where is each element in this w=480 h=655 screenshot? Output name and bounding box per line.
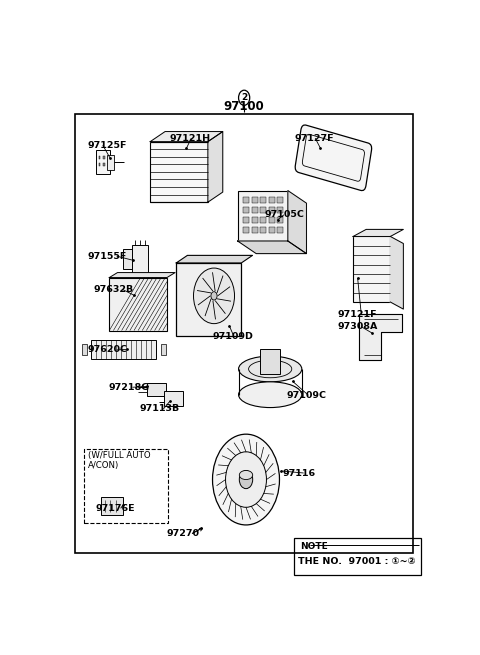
- Circle shape: [226, 452, 266, 507]
- Bar: [150, 141, 208, 202]
- Text: 97113B: 97113B: [140, 404, 180, 413]
- Bar: [84, 449, 168, 523]
- Bar: [260, 227, 266, 233]
- Bar: [269, 217, 275, 223]
- Bar: [260, 349, 280, 374]
- Bar: [98, 163, 100, 166]
- Text: 97176E: 97176E: [96, 504, 135, 513]
- Text: A/CON): A/CON): [88, 461, 119, 470]
- Bar: [107, 155, 114, 170]
- Text: 2: 2: [241, 93, 247, 102]
- Bar: [243, 217, 249, 223]
- Text: (W/FULL AUTO: (W/FULL AUTO: [88, 451, 151, 460]
- Polygon shape: [390, 236, 403, 309]
- Bar: [269, 227, 275, 233]
- Bar: [243, 197, 249, 203]
- Bar: [277, 217, 284, 223]
- Polygon shape: [359, 314, 402, 360]
- Bar: [353, 236, 390, 302]
- Bar: [243, 207, 249, 214]
- Text: 97155F: 97155F: [88, 252, 127, 261]
- Polygon shape: [109, 272, 175, 278]
- Bar: [260, 207, 266, 214]
- Bar: [277, 227, 284, 233]
- Bar: [164, 391, 183, 406]
- Bar: [132, 244, 148, 272]
- Bar: [260, 197, 266, 203]
- Text: 97100: 97100: [224, 100, 264, 113]
- Bar: [75, 114, 413, 553]
- Ellipse shape: [239, 356, 302, 382]
- Bar: [269, 207, 275, 214]
- FancyBboxPatch shape: [295, 125, 372, 191]
- Circle shape: [213, 434, 279, 525]
- Bar: [252, 207, 258, 214]
- Bar: [104, 156, 105, 159]
- Bar: [269, 197, 275, 203]
- Text: 97116: 97116: [282, 468, 315, 477]
- Text: 97121H: 97121H: [170, 134, 211, 143]
- Bar: [277, 197, 284, 203]
- Circle shape: [211, 291, 217, 300]
- Text: 97270: 97270: [166, 529, 199, 538]
- Circle shape: [193, 268, 235, 324]
- Bar: [277, 207, 284, 214]
- Polygon shape: [353, 229, 403, 236]
- Polygon shape: [238, 241, 306, 253]
- Text: 97121F: 97121F: [337, 310, 377, 319]
- Bar: [98, 156, 100, 159]
- Text: 97308A: 97308A: [337, 322, 377, 331]
- Bar: [238, 191, 288, 241]
- Bar: [161, 344, 166, 355]
- Text: 97218G: 97218G: [108, 383, 149, 392]
- Bar: [176, 263, 241, 336]
- Bar: [294, 538, 421, 575]
- Bar: [109, 278, 167, 331]
- Bar: [252, 217, 258, 223]
- Bar: [82, 344, 86, 355]
- Text: 97127F: 97127F: [294, 134, 334, 143]
- Bar: [123, 248, 132, 269]
- Bar: [96, 150, 110, 174]
- Text: THE NO.  97001 : ①~②: THE NO. 97001 : ①~②: [298, 557, 416, 565]
- Polygon shape: [176, 255, 252, 263]
- Bar: [101, 496, 123, 515]
- Text: 97632B: 97632B: [94, 285, 133, 294]
- Ellipse shape: [239, 382, 302, 407]
- Text: 97620C: 97620C: [88, 345, 128, 354]
- Text: 97125F: 97125F: [88, 141, 127, 150]
- Bar: [252, 197, 258, 203]
- Bar: [252, 227, 258, 233]
- Text: 97109C: 97109C: [286, 391, 326, 400]
- Text: 97105C: 97105C: [264, 210, 304, 219]
- Circle shape: [240, 470, 252, 489]
- Ellipse shape: [240, 470, 252, 479]
- Polygon shape: [288, 191, 306, 253]
- Bar: [91, 340, 156, 359]
- Polygon shape: [150, 132, 223, 141]
- Bar: [260, 217, 266, 223]
- Text: 97109D: 97109D: [213, 332, 253, 341]
- Text: NOTE: NOTE: [300, 542, 328, 551]
- Bar: [243, 227, 249, 233]
- Polygon shape: [208, 132, 223, 202]
- Bar: [104, 163, 105, 166]
- Bar: [147, 383, 166, 396]
